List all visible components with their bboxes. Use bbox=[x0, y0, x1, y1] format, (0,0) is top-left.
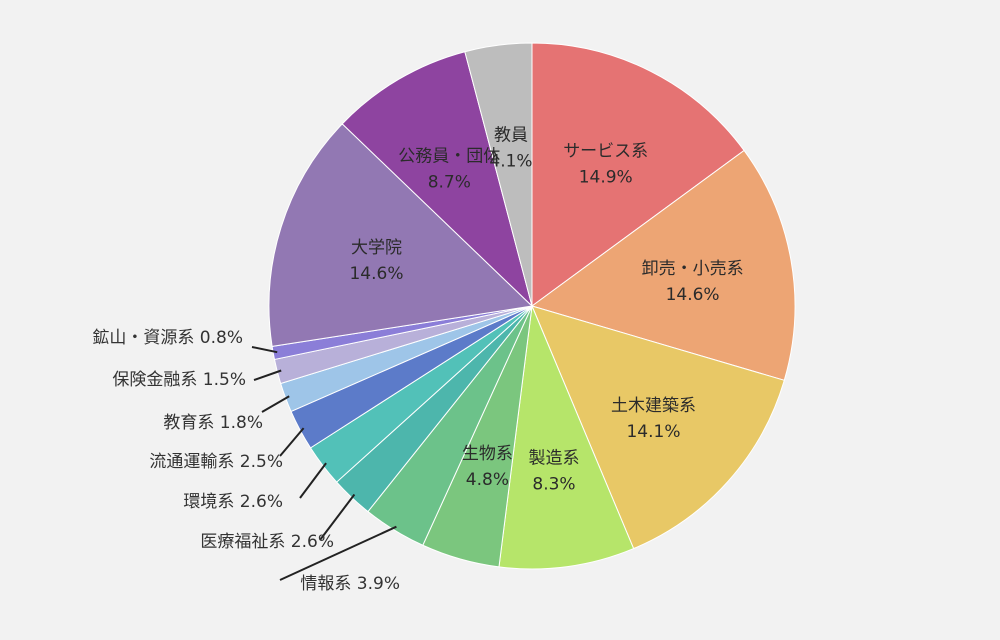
pie-slice bbox=[498, 304, 635, 570]
slice-label-outside: 流通運輸系 2.5% bbox=[149, 452, 283, 472]
slice-label: 製造系 bbox=[529, 449, 580, 469]
slice-labels: サービス系 14.9% 卸売・小売系 14.6% 土木建築系 14.1% 製造系 8.3% 生物… bbox=[92, 125, 743, 594]
slice-label: 公務員・団体 bbox=[398, 147, 500, 167]
leader-line bbox=[251, 346, 278, 354]
slice-label-outside: 情報系 3.9% bbox=[300, 574, 400, 594]
leader-line bbox=[253, 369, 282, 381]
pie-slice bbox=[341, 51, 533, 308]
slice-value-label: 14.9% bbox=[579, 168, 633, 188]
pie-slice bbox=[531, 42, 745, 307]
slice-label-outside: 保険金融系 1.5% bbox=[112, 370, 246, 390]
slice-label-outside: 医療福祉系 2.6% bbox=[200, 532, 334, 552]
slice-label: 卸売・小売系 bbox=[642, 259, 744, 279]
pie-slice bbox=[531, 305, 785, 550]
leader-line bbox=[279, 525, 397, 581]
pie-slice bbox=[464, 42, 533, 307]
slice-label: 教員 bbox=[494, 125, 528, 145]
pie-slices bbox=[268, 42, 796, 570]
slice-label-outside: 環境系 2.6% bbox=[183, 492, 283, 512]
slice-value-label: 8.7% bbox=[428, 173, 471, 193]
pie-slice bbox=[530, 149, 796, 381]
slice-label: サービス系 bbox=[563, 142, 648, 162]
slice-value-label: 14.1% bbox=[626, 422, 680, 442]
slice-value-label: 14.6% bbox=[666, 285, 720, 305]
slice-value-label: 4.8% bbox=[466, 470, 509, 490]
slice-label-outside: 鉱山・資源系 0.8% bbox=[92, 328, 243, 348]
slice-value-label: 4.1% bbox=[489, 151, 532, 171]
slice-label: 大学院 bbox=[351, 238, 402, 258]
pie-slice bbox=[268, 123, 534, 347]
leader-line bbox=[261, 395, 290, 413]
slice-value-label: 8.3% bbox=[532, 475, 575, 495]
slice-label: 土木建築系 bbox=[611, 396, 696, 416]
slice-value-label: 14.6% bbox=[349, 264, 403, 284]
leader-line bbox=[319, 493, 356, 541]
leader-line bbox=[279, 427, 305, 457]
leader-lines bbox=[251, 346, 397, 581]
slice-label-outside: 教育系 1.8% bbox=[163, 413, 263, 433]
leader-line bbox=[299, 462, 327, 499]
slice-label: 生物系 bbox=[462, 444, 513, 464]
